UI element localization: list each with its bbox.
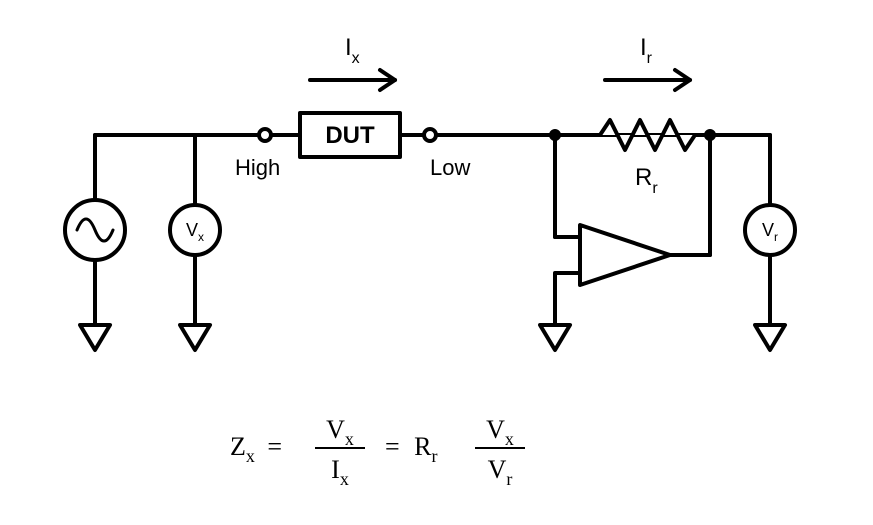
ground-source bbox=[80, 325, 110, 350]
svg-text:Zx =: Zx = bbox=[230, 432, 282, 468]
node-high bbox=[259, 129, 271, 141]
circuit-diagram: Ix Ir DUT High Low Rr Vx Vr Zx = Vx bbox=[0, 0, 873, 525]
resistor-rr bbox=[590, 120, 710, 150]
svg-text:Ix: Ix bbox=[331, 455, 349, 489]
svg-text:Vx: Vx bbox=[486, 415, 514, 449]
label-rr: Rr bbox=[635, 164, 658, 197]
label-ir: Ir bbox=[640, 34, 653, 67]
label-high: High bbox=[235, 155, 280, 180]
ground-vr bbox=[755, 325, 785, 350]
svg-text:= Rr: = Rr bbox=[385, 432, 438, 466]
arrow-ir bbox=[605, 70, 690, 90]
label-ix: Ix bbox=[345, 34, 360, 67]
equation: Zx = Vx Ix = Rr Vx Vr bbox=[230, 415, 525, 489]
label-low: Low bbox=[430, 155, 470, 180]
svg-text:Vx: Vx bbox=[326, 415, 354, 449]
node-low bbox=[424, 129, 436, 141]
ground-vx bbox=[180, 325, 210, 350]
label-dut: DUT bbox=[325, 122, 375, 149]
arrow-ix bbox=[310, 70, 395, 90]
svg-text:Vr: Vr bbox=[488, 455, 513, 489]
